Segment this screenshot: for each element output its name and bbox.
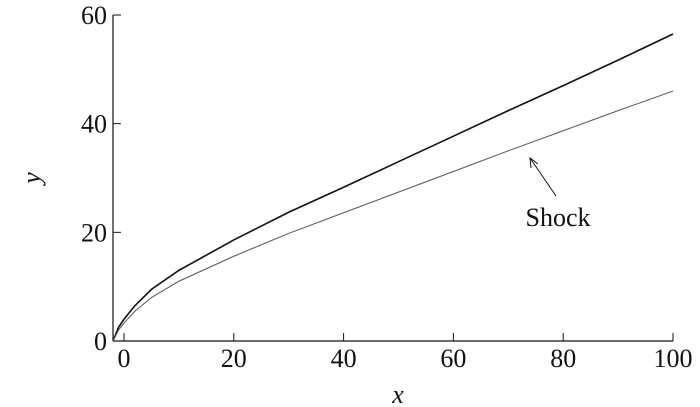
- x-tick-label: 80: [550, 344, 576, 373]
- y-tick-label: 20: [81, 218, 107, 247]
- y-tick-label: 40: [81, 110, 107, 139]
- data-line: [112, 33, 674, 342]
- x-tick-label: 20: [221, 344, 247, 373]
- x-axis-label: x: [391, 380, 404, 407]
- x-tick-label: 0: [117, 344, 130, 373]
- x-tick-label: 40: [331, 344, 357, 373]
- annotation-arrow: [529, 156, 557, 197]
- data-line: [112, 90, 674, 342]
- y-tick-label: 60: [81, 1, 107, 30]
- y-tick-label: 0: [94, 327, 107, 356]
- y-axis-label: y: [17, 172, 46, 187]
- x-tick-label: 100: [654, 344, 693, 373]
- x-tick-label: 60: [440, 344, 466, 373]
- annotation: Shock: [526, 203, 591, 232]
